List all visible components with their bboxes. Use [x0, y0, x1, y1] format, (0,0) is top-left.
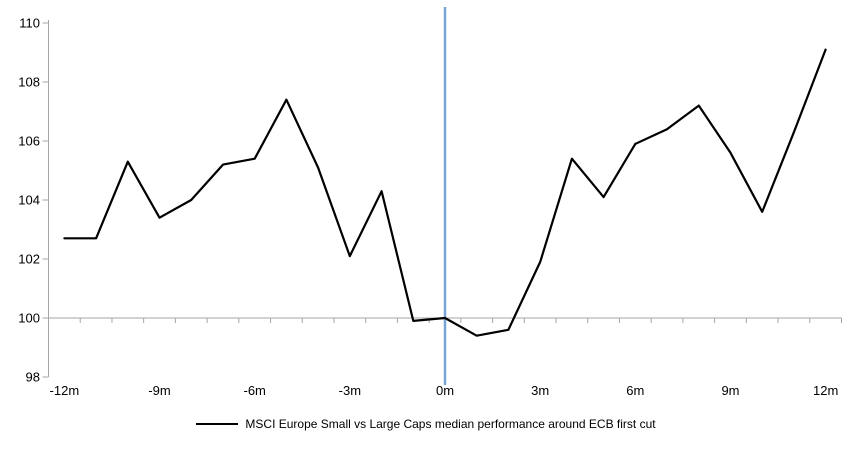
y-axis-tick-label: 104 [18, 193, 40, 208]
x-axis-tick-label: -12m [50, 383, 80, 398]
y-axis: 98 100 102 104 106 108 110 [18, 16, 49, 385]
y-axis-tick-label: 110 [19, 16, 40, 31]
x-axis-tick-label: 3m [531, 383, 549, 398]
y-axis-tick-label: 98 [26, 370, 40, 385]
y-axis-tick-label: 100 [18, 311, 40, 326]
x-axis-tick-label: 0m [436, 383, 454, 398]
x-axis-tick-label: 9m [721, 383, 739, 398]
x-axis-tick-label: 6m [626, 383, 644, 398]
x-axis-tick-label: -6m [243, 383, 265, 398]
legend: MSCI Europe Small vs Large Caps median p… [0, 417, 852, 431]
x-axis: -12m -9m -6m -3m 0m 3m 6m 9m 12m [48, 317, 842, 398]
y-axis-tick-label: 102 [18, 252, 40, 267]
legend-label: MSCI Europe Small vs Large Caps median p… [245, 417, 656, 431]
x-axis-tick-label: 12m [813, 383, 838, 398]
y-axis-tick-label: 106 [18, 134, 40, 149]
y-axis-tick-label: 108 [18, 75, 40, 90]
x-axis-tick-label: -9m [148, 383, 170, 398]
x-axis-tick-label: -3m [339, 383, 361, 398]
series-line [63, 48, 827, 337]
legend-line-swatch [196, 423, 239, 425]
